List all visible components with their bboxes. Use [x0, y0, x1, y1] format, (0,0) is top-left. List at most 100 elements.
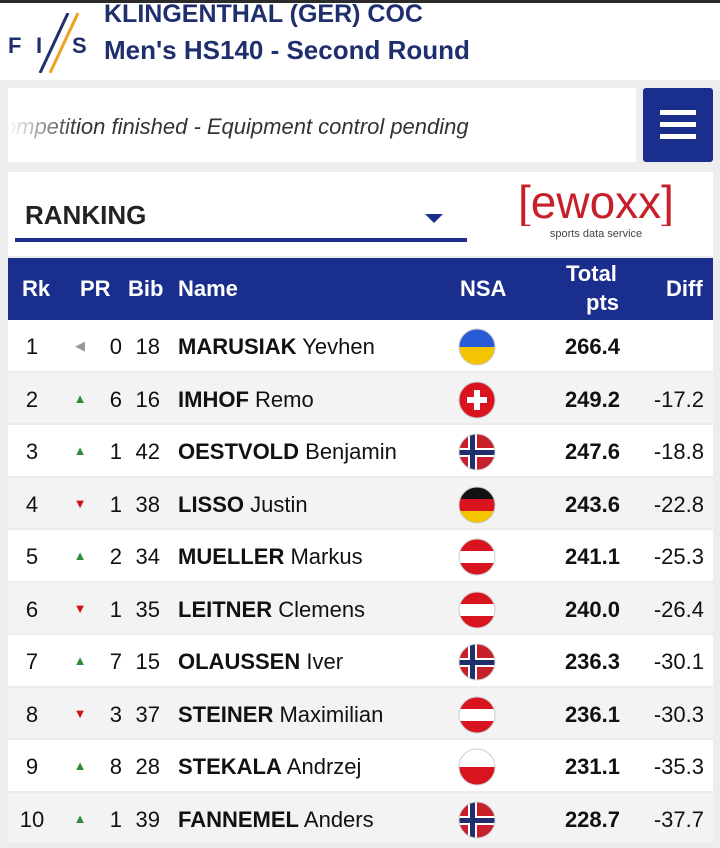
cell-bib: 28	[135, 754, 160, 779]
header-nsa[interactable]: NSA	[460, 276, 507, 301]
nsa-flag-icon	[458, 643, 496, 681]
cell-rank: 1	[25, 334, 39, 359]
athlete-last-name: IMHOF	[178, 386, 249, 412]
nsa-flag-icon	[458, 538, 496, 576]
athlete-first-name: Remo	[255, 386, 314, 412]
table-body: 1 ◀ 0 18 MARUSIAK Yevhen 266.4 2 ▲ 6 16 IMHOF Remo…	[8, 320, 713, 845]
cell-bib: 18	[135, 334, 160, 359]
cell-athlete-name: LEITNER Clemens	[178, 597, 365, 623]
cell-diff: -25.3	[653, 544, 704, 569]
arrow-up-icon: ▲	[73, 810, 87, 826]
athlete-first-name: Clemens	[278, 596, 366, 622]
view-select-dropdown[interactable]: RANKING	[15, 182, 467, 242]
chevron-down-icon	[425, 214, 443, 223]
cell-athlete-name: STEKALA Andrzej	[178, 754, 361, 780]
cell-total-points: 266.4	[564, 334, 620, 359]
cell-bib: 16	[135, 386, 160, 412]
cell-athlete-name: LISSO Justin	[178, 492, 308, 518]
cell-athlete-name: FANNEMEL Anders	[178, 807, 374, 833]
hamburger-menu-button[interactable]	[643, 88, 713, 162]
cell-athlete-name: IMHOF Remo	[178, 387, 314, 413]
cell-rank: 10	[19, 806, 45, 832]
header-diff[interactable]: Diff	[666, 276, 703, 301]
cell-position-change: 1	[109, 491, 122, 517]
nsa-flag-icon	[458, 328, 496, 366]
cell-bib: 42	[135, 439, 160, 464]
cell-rank: 7	[25, 649, 39, 674]
ewoxx-logo: [ewoxx] sports data service	[510, 176, 682, 240]
table-row[interactable]: 2 ▲ 6 16 IMHOF Remo 249.2 -17.2	[8, 372, 713, 425]
header-bib[interactable]: Bib	[128, 276, 164, 301]
cell-diff: -18.8	[653, 439, 704, 464]
cell-rank: 9	[25, 754, 39, 779]
cell-total-points: 249.2	[564, 386, 620, 412]
arrow-down-icon: ▼	[73, 600, 87, 616]
cell-rank: 3	[25, 439, 39, 464]
ranking-table: Rk PR Bib Name NSA Total pts Diff 1 ◀ 0 18 M…	[8, 258, 713, 845]
cell-total-points: 243.6	[564, 491, 620, 517]
cell-total-points: 240.0	[564, 596, 620, 622]
athlete-first-name: Yevhen	[302, 334, 375, 359]
header-total[interactable]: Total	[566, 261, 617, 286]
cell-athlete-name: OESTVOLD Benjamin	[178, 439, 397, 465]
athlete-last-name: MUELLER	[178, 544, 285, 569]
athlete-last-name: STEKALA	[178, 754, 282, 779]
arrow-left-icon: ◀	[75, 338, 85, 353]
athlete-first-name: Markus	[290, 544, 363, 569]
nsa-flag-icon	[458, 591, 496, 629]
athlete-last-name: OLAUSSEN	[178, 649, 301, 674]
cell-diff: -26.4	[653, 596, 704, 622]
arrow-up-icon: ▲	[73, 443, 87, 458]
header-pr[interactable]: PR	[80, 276, 111, 301]
table-row[interactable]: 8 ▼ 3 37 STEINER Maximilian 236.1 -30.3	[8, 687, 713, 740]
cell-total-points: 236.1	[564, 701, 620, 727]
athlete-last-name: FANNEMEL	[178, 806, 299, 832]
arrow-up-icon: ▲	[73, 390, 87, 406]
cell-diff: -17.2	[653, 386, 704, 412]
ewoxx-logo-text: [ewoxx]	[518, 176, 674, 228]
cell-total-points: 241.1	[564, 544, 620, 569]
table-row[interactable]: 9 ▲ 8 28 STEKALA Andrzej 231.1 -35.3	[8, 740, 713, 793]
table-header: Rk PR Bib Name NSA Total pts Diff	[8, 258, 713, 320]
arrow-up-icon: ▲	[73, 653, 87, 668]
cell-bib: 39	[135, 806, 160, 832]
table-row[interactable]: 5 ▲ 2 34 MUELLER Markus 241.1 -25.3	[8, 530, 713, 583]
athlete-last-name: OESTVOLD	[178, 439, 300, 464]
nsa-flag-icon	[458, 381, 496, 419]
cell-diff: -30.1	[653, 649, 704, 674]
athlete-first-name: Justin	[250, 491, 308, 517]
athlete-first-name: Iver	[306, 649, 344, 674]
table-row[interactable]: 1 ◀ 0 18 MARUSIAK Yevhen 266.4	[8, 320, 713, 373]
cell-total-points: 236.3	[564, 649, 620, 674]
cell-bib: 34	[135, 544, 160, 569]
cell-position-change: 1	[109, 806, 122, 832]
cell-athlete-name: MARUSIAK Yevhen	[178, 334, 375, 360]
status-text: Competition finished - Equipment control…	[8, 114, 469, 139]
header-name[interactable]: Name	[178, 276, 238, 301]
svg-text:S: S	[72, 33, 87, 58]
view-select-value: RANKING	[25, 200, 147, 230]
table-row[interactable]: 7 ▲ 7 15 OLAUSSEN Iver 236.3 -30.1	[8, 635, 713, 688]
table-row[interactable]: 4 ▼ 1 38 LISSO Justin 243.6 -22.8	[8, 477, 713, 530]
cell-rank: 4	[25, 491, 39, 517]
table-row[interactable]: 6 ▼ 1 35 LEITNER Clemens 240.0 -26.4	[8, 582, 713, 635]
header-rk[interactable]: Rk	[22, 276, 51, 301]
nsa-flag-icon	[458, 748, 496, 786]
arrow-down-icon: ▼	[73, 705, 87, 721]
event-header: F I S KLINGENTHAL (GER) COC Men's HS140 …	[0, 0, 720, 80]
nsa-flag-icon	[458, 696, 496, 734]
cell-total-points: 231.1	[564, 754, 620, 779]
nsa-flag-icon	[458, 433, 496, 471]
cell-bib: 37	[135, 701, 160, 727]
table-row[interactable]: 10 ▲ 1 39 FANNEMEL Anders 228.7 -37.7	[8, 792, 713, 845]
athlete-first-name: Maximilian	[279, 701, 384, 727]
athlete-first-name: Andrzej	[286, 754, 362, 779]
arrow-up-icon: ▲	[73, 758, 87, 773]
nsa-flag-icon	[458, 486, 496, 524]
cell-diff: -22.8	[653, 491, 704, 517]
cell-rank: 8	[25, 701, 39, 727]
cell-position-change: 7	[109, 649, 122, 674]
svg-text:F: F	[8, 33, 21, 58]
table-row[interactable]: 3 ▲ 1 42 OESTVOLD Benjamin 247.6 -18.8	[8, 425, 713, 478]
cell-athlete-name: OLAUSSEN Iver	[178, 649, 343, 675]
